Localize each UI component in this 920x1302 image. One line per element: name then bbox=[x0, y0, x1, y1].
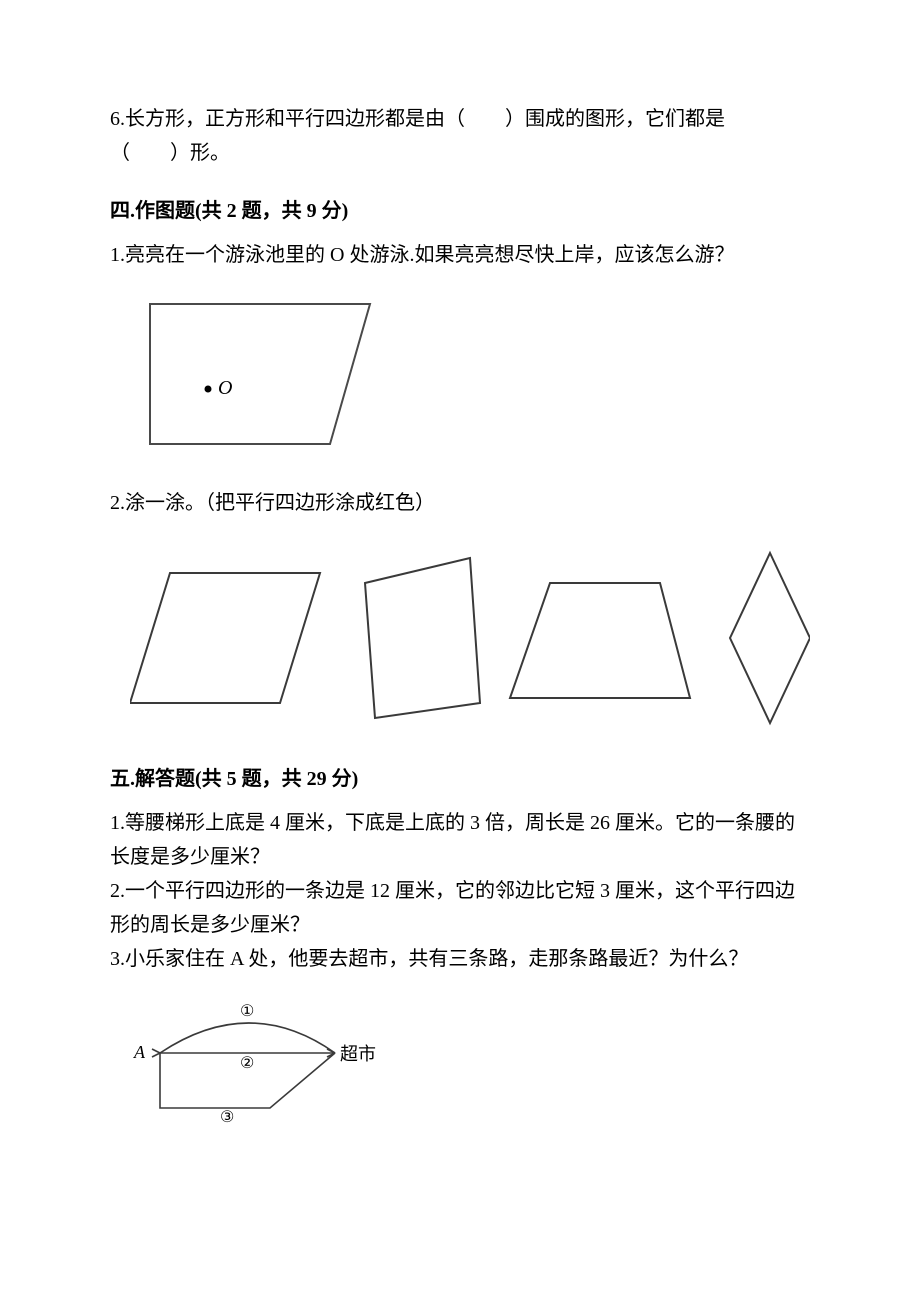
route-1-arc bbox=[160, 1023, 335, 1053]
section4-title: 四.作图题(共 2 题，共 9 分) bbox=[110, 196, 810, 226]
pool-label-O: O bbox=[218, 377, 232, 399]
label-market: 超市 bbox=[340, 1044, 376, 1064]
section5-q2a: 2.一个平行四边形的一条边是 12 厘米，它的邻边比它短 3 厘米，这个平行四边 bbox=[110, 876, 810, 906]
section4-q1: 1.亮亮在一个游泳池里的 O 处游泳.如果亮亮想尽快上岸，应该怎么游？ bbox=[110, 240, 810, 270]
section5-q1b: 长度是多少厘米？ bbox=[110, 842, 810, 872]
section5-q2b: 形的周长是多少厘米？ bbox=[110, 910, 810, 940]
pool-figure: O bbox=[130, 294, 810, 464]
pool-outline bbox=[150, 304, 370, 444]
route-num-1: ① bbox=[240, 1003, 254, 1020]
shape-parallelogram-1 bbox=[130, 573, 320, 703]
shape-rhombus bbox=[730, 553, 810, 723]
shapes-figure bbox=[130, 548, 810, 728]
label-A: A bbox=[133, 1042, 146, 1062]
arrow-left bbox=[152, 1049, 160, 1057]
shape-trapezoid bbox=[510, 583, 690, 698]
pool-point-O bbox=[205, 386, 212, 393]
route-num-2: ② bbox=[240, 1055, 254, 1072]
section5-title: 五.解答题(共 5 题，共 29 分) bbox=[110, 764, 810, 794]
routes-svg: A 超市 ① ② ③ bbox=[130, 998, 410, 1138]
routes-figure: A 超市 ① ② ③ bbox=[130, 998, 810, 1138]
shape-parallelogram-2 bbox=[365, 558, 480, 718]
pool-svg: O bbox=[130, 294, 430, 464]
route-num-3: ③ bbox=[220, 1109, 234, 1126]
q6-line2: （ ）形。 bbox=[110, 138, 810, 168]
section4-q2: 2.涂一涂。（把平行四边形涂成红色） bbox=[110, 488, 810, 518]
q6-line1: 6.长方形，正方形和平行四边形都是由（ ）围成的图形，它们都是 bbox=[110, 104, 810, 134]
shapes-svg bbox=[130, 548, 810, 728]
section5-q3: 3.小乐家住在 A 处，他要去超市，共有三条路，走那条路最近？为什么？ bbox=[110, 944, 810, 974]
section5-q1a: 1.等腰梯形上底是 4 厘米，下底是上底的 3 倍，周长是 26 厘米。它的一条… bbox=[110, 808, 810, 838]
